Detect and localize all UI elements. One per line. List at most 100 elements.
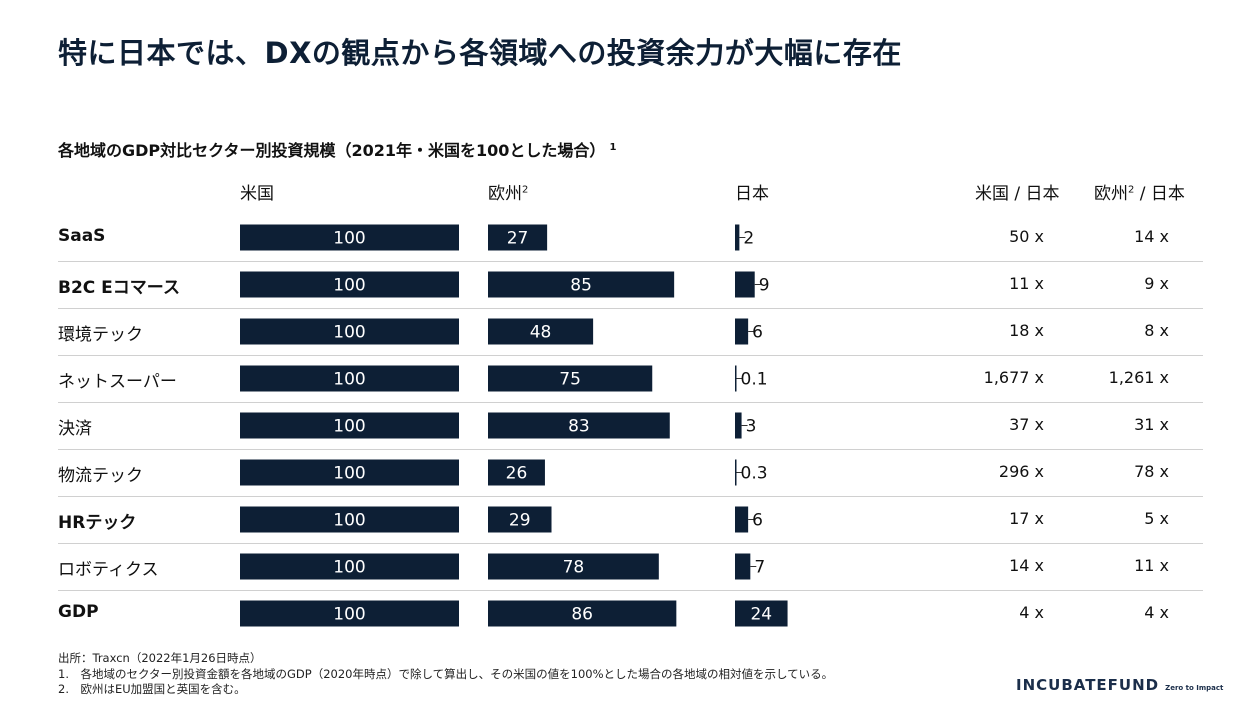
header-eu-sup: 2 bbox=[522, 184, 529, 196]
bar-label-eu: 85 bbox=[570, 276, 592, 296]
row-divider bbox=[58, 590, 1203, 591]
bar-jp bbox=[735, 224, 740, 251]
bar-label-jp: 24 bbox=[750, 605, 772, 625]
bar-us bbox=[240, 365, 459, 392]
bar-label-eu: 78 bbox=[563, 558, 585, 578]
row-label: 物流テック bbox=[58, 465, 143, 486]
bar-eu bbox=[488, 506, 552, 533]
ratio-us-jp: 4 x bbox=[1019, 602, 1044, 622]
bar-label-us: 100 bbox=[333, 558, 365, 578]
row-divider bbox=[58, 261, 1203, 262]
bar-label-eu: 75 bbox=[559, 370, 581, 390]
bar-jp bbox=[735, 459, 737, 486]
header-us: 米国 bbox=[240, 184, 274, 204]
ratio-eu-jp: 8 x bbox=[1144, 320, 1169, 340]
ratio-eu-jp: 78 x bbox=[1134, 461, 1169, 481]
header-eu-text: 欧州 bbox=[488, 184, 522, 204]
footnotes: 出所：Traxcn（2022年1月26日時点） 1. 各地域のセクター別投資金額… bbox=[58, 651, 833, 698]
row-divider bbox=[58, 355, 1203, 356]
row-label: 環境テック bbox=[58, 324, 143, 345]
bar-eu bbox=[488, 600, 677, 627]
bar-jp bbox=[735, 271, 755, 298]
ratio-us-jp: 50 x bbox=[1009, 226, 1044, 246]
ratio-eu-jp: 5 x bbox=[1144, 508, 1169, 528]
bar-us bbox=[240, 553, 459, 580]
bar-label-us: 100 bbox=[333, 229, 365, 249]
bar-label-eu: 48 bbox=[530, 323, 552, 343]
ratio-us-jp: 14 x bbox=[1009, 555, 1044, 575]
ratio-us-jp: 18 x bbox=[1009, 320, 1044, 340]
header-eu-jp-sup: 2 bbox=[1128, 184, 1135, 196]
bar-us bbox=[240, 224, 459, 251]
bar-label-jp: 6 bbox=[752, 511, 763, 531]
bar-label-eu: 29 bbox=[509, 511, 531, 531]
ratio-eu-jp: 9 x bbox=[1144, 273, 1169, 293]
row-divider bbox=[58, 308, 1203, 309]
incubate-fund-logo: INCUBATEFUND Zero to Impact bbox=[1016, 675, 1223, 694]
header-us-jp: 米国 / 日本 bbox=[975, 184, 1060, 204]
ratio-us-jp: 11 x bbox=[1009, 273, 1044, 293]
logo-wordmark: INCUBATEFUND bbox=[1016, 676, 1160, 694]
row-label: 決済 bbox=[58, 418, 92, 439]
bar-jp bbox=[735, 365, 737, 392]
bar-eu bbox=[488, 318, 594, 345]
row-label: HRテック bbox=[58, 512, 137, 533]
header-jp: 日本 bbox=[735, 184, 769, 204]
row-divider bbox=[58, 543, 1203, 544]
bar-label-us: 100 bbox=[333, 323, 365, 343]
bar-us bbox=[240, 271, 459, 298]
row-label: SaaS bbox=[58, 225, 106, 246]
bar-label-jp: 7 bbox=[754, 558, 765, 578]
ratio-eu-jp: 1,261 x bbox=[1108, 367, 1169, 387]
header-eu-jp-text: 欧州 bbox=[1094, 184, 1128, 204]
bar-label-eu: 86 bbox=[571, 605, 593, 625]
row-divider bbox=[58, 402, 1203, 403]
bar-eu bbox=[488, 224, 548, 251]
bar-us bbox=[240, 412, 459, 439]
subtitle-footnote-ref: 1 bbox=[609, 141, 617, 153]
ratio-us-jp: 1,677 x bbox=[983, 367, 1044, 387]
bar-label-eu: 83 bbox=[568, 417, 590, 437]
ratio-eu-jp: 4 x bbox=[1144, 602, 1169, 622]
bar-label-jp: 0.3 bbox=[741, 464, 768, 484]
ratio-eu-jp: 14 x bbox=[1134, 226, 1169, 246]
header-eu: 欧州2 bbox=[488, 179, 528, 204]
bar-jp bbox=[735, 412, 742, 439]
bar-label-eu: 26 bbox=[506, 464, 528, 484]
bar-eu bbox=[488, 271, 675, 298]
bar-jp bbox=[735, 318, 749, 345]
bar-jp bbox=[735, 553, 751, 580]
bar-label-us: 100 bbox=[333, 417, 365, 437]
bar-label-jp: 6 bbox=[752, 323, 763, 343]
footnote-2: 2. 欧州はEU加盟国と英国を含む。 bbox=[58, 682, 246, 696]
bar-eu bbox=[488, 553, 659, 580]
bar-eu bbox=[488, 459, 545, 486]
row-divider bbox=[58, 496, 1203, 497]
footnote-source: 出所：Traxcn（2022年1月26日時点） bbox=[58, 651, 262, 665]
ratio-us-jp: 17 x bbox=[1009, 508, 1044, 528]
bar-label-us: 100 bbox=[333, 276, 365, 296]
bar-us bbox=[240, 318, 459, 345]
bar-us bbox=[240, 506, 459, 533]
bar-label-jp: 3 bbox=[746, 417, 757, 437]
ratio-us-jp: 296 x bbox=[998, 461, 1044, 481]
row-divider bbox=[58, 449, 1203, 450]
bar-eu bbox=[488, 412, 670, 439]
bar-jp bbox=[735, 600, 788, 627]
row-label: B2C Eコマース bbox=[58, 277, 180, 298]
chart-subtitle: 各地域のGDP対比セクター別投資規模（2021年・米国を100とした場合） 1 bbox=[58, 137, 616, 161]
bar-us bbox=[240, 459, 459, 486]
row-label: ネットスーパー bbox=[58, 371, 177, 392]
bar-label-us: 100 bbox=[333, 464, 365, 484]
logo-tagline: Zero to Impact bbox=[1165, 684, 1224, 692]
ratio-eu-jp: 11 x bbox=[1134, 555, 1169, 575]
bar-label-jp: 9 bbox=[759, 276, 770, 296]
bar-eu bbox=[488, 365, 653, 392]
ratio-us-jp: 37 x bbox=[1009, 414, 1044, 434]
row-label: ロボティクス bbox=[58, 559, 159, 580]
page-title: 特に日本では、DXの観点から各領域への投資余力が大幅に存在 bbox=[58, 36, 902, 70]
bar-label-us: 100 bbox=[333, 511, 365, 531]
bar-label-jp: 2 bbox=[743, 229, 754, 249]
header-eu-jp: 欧州2 / 日本 bbox=[1094, 179, 1185, 204]
